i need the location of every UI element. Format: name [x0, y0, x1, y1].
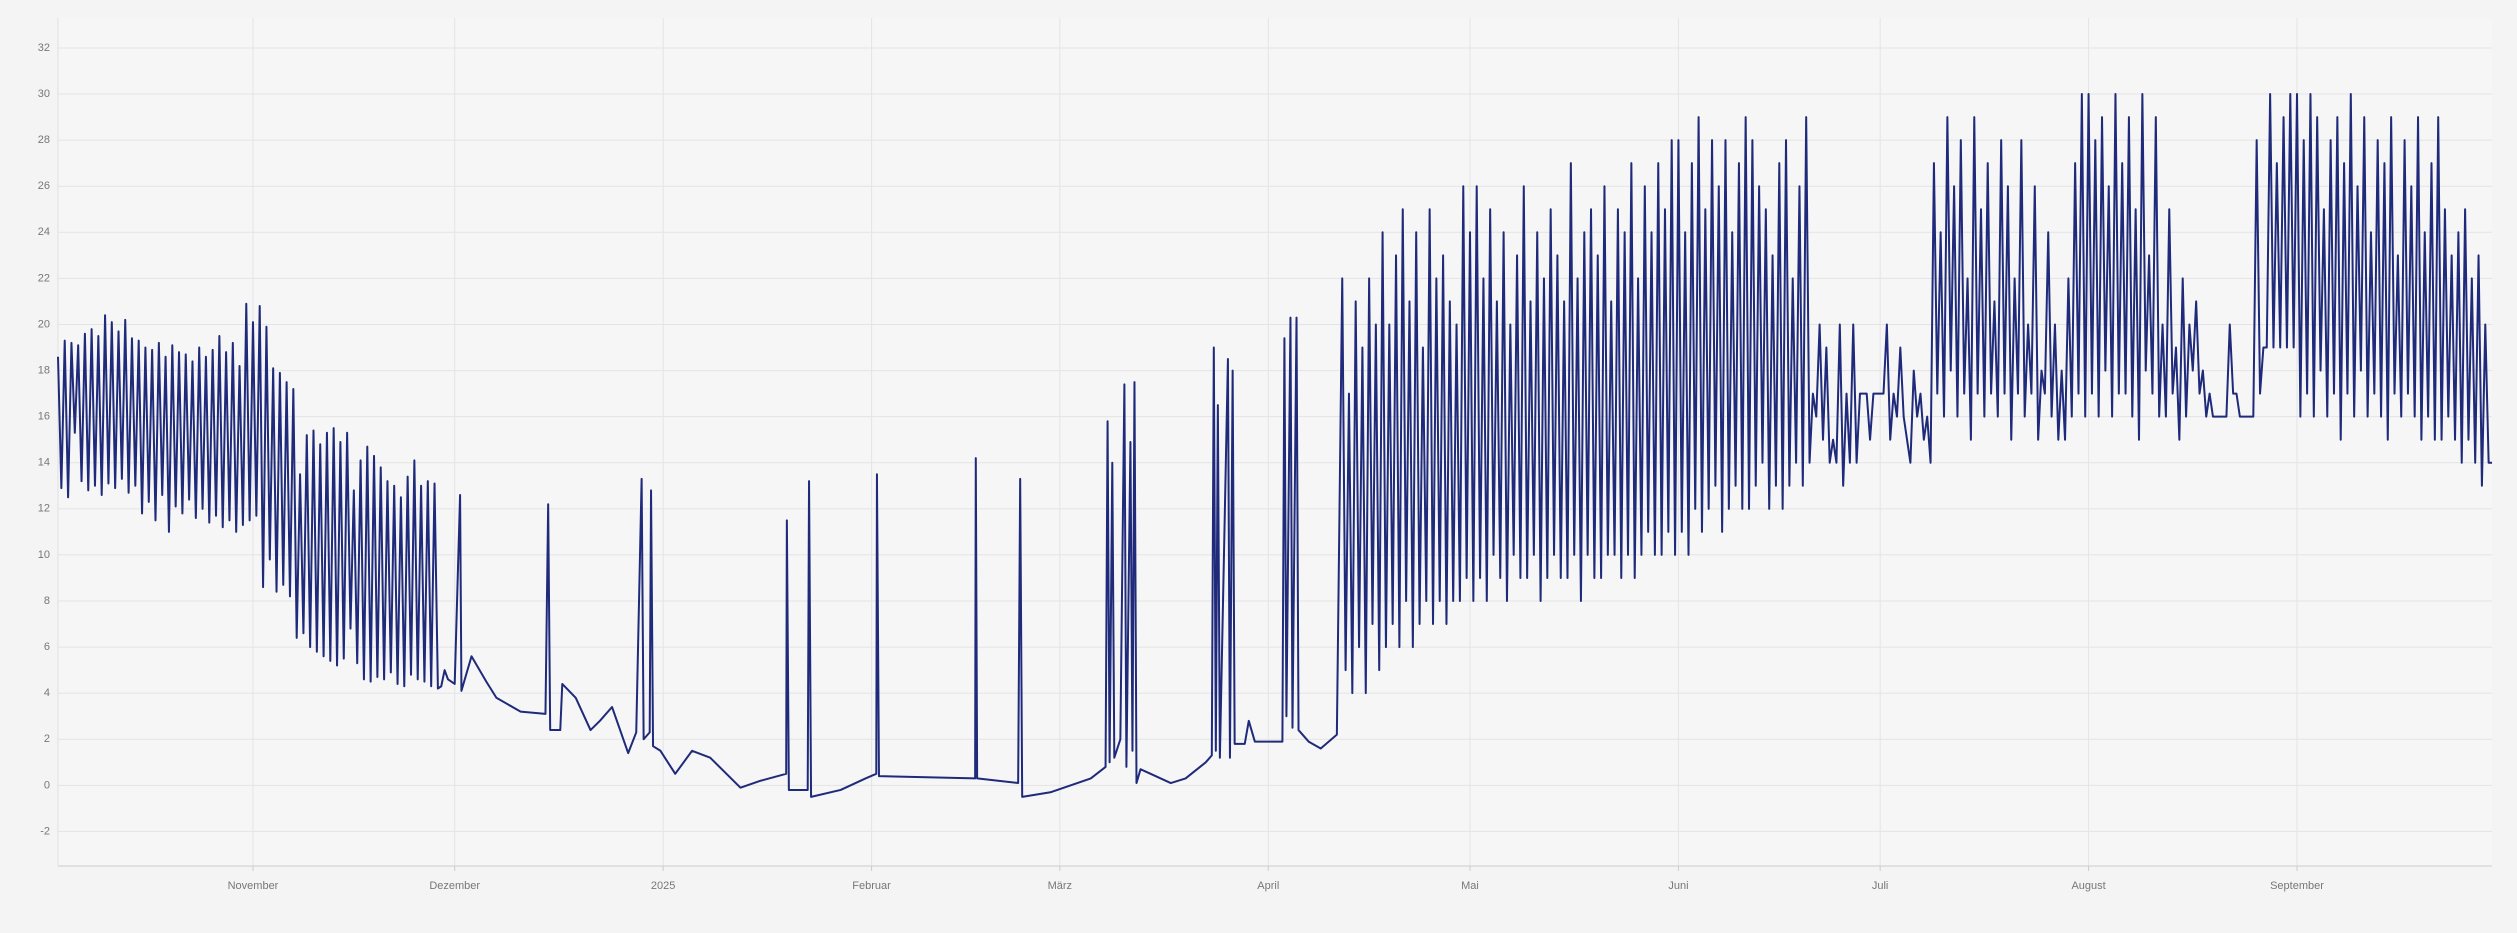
y-tick-label: -2 — [40, 825, 50, 837]
y-tick-label: 14 — [38, 457, 50, 469]
y-tick-label: 10 — [38, 549, 50, 561]
y-tick-label: 4 — [44, 687, 50, 699]
x-tick-label: September — [2270, 880, 2324, 892]
x-tick-label: Februar — [852, 880, 891, 892]
x-tick-label: Juli — [1872, 880, 1889, 892]
data-line — [57, 93, 2492, 798]
x-tick-label: Dezember — [429, 880, 480, 892]
y-tick-label: 22 — [38, 272, 50, 284]
y-tick-label: 30 — [38, 88, 50, 100]
y-tick-label: 32 — [38, 42, 50, 54]
y-tick-label: 20 — [38, 318, 50, 330]
y-tick-label: 26 — [38, 180, 50, 192]
y-tick-label: 2 — [44, 733, 50, 745]
y-tick-label: 12 — [38, 503, 50, 515]
y-tick-label: 28 — [38, 134, 50, 146]
y-tick-label: 18 — [38, 364, 50, 376]
x-tick-label: November — [228, 880, 279, 892]
plot-area — [58, 18, 2492, 866]
x-tick-label: 2025 — [651, 880, 675, 892]
y-tick-label: 16 — [38, 411, 50, 423]
y-tick-label: 6 — [44, 641, 50, 653]
y-tick-label: 8 — [44, 595, 50, 607]
x-tick-label: Mai — [1461, 880, 1479, 892]
x-tick-label: Juni — [1668, 880, 1688, 892]
x-tick-label: April — [1257, 880, 1279, 892]
y-tick-label: 0 — [44, 779, 50, 791]
x-tick-label: August — [2071, 880, 2105, 892]
y-tick-label: 24 — [38, 226, 50, 238]
x-tick-label: März — [1048, 880, 1072, 892]
